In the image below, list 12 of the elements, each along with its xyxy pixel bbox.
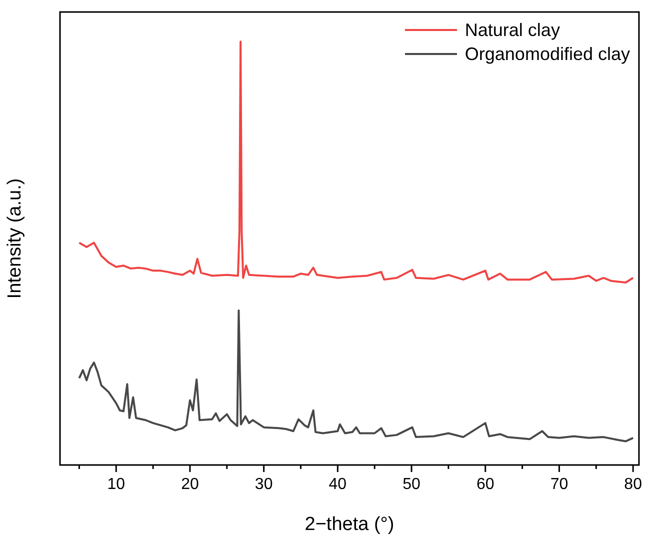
x-tick-label: 40 <box>328 476 347 494</box>
x-axis-title: 2−theta (°) <box>304 514 394 535</box>
x-tick-label: 10 <box>107 476 126 494</box>
x-tick-label: 80 <box>624 476 642 494</box>
legend-label: Natural clay <box>464 20 560 40</box>
x-tick-label: 30 <box>254 476 273 494</box>
x-tick-label: 60 <box>476 476 494 494</box>
y-axis-title: Intensity (a.u.) <box>4 178 26 299</box>
x-tick-label: 70 <box>550 476 568 494</box>
x-tick-label: 20 <box>181 476 199 494</box>
x-tick-label: 50 <box>402 476 421 494</box>
legend-label: Organomodified clay <box>464 44 630 64</box>
